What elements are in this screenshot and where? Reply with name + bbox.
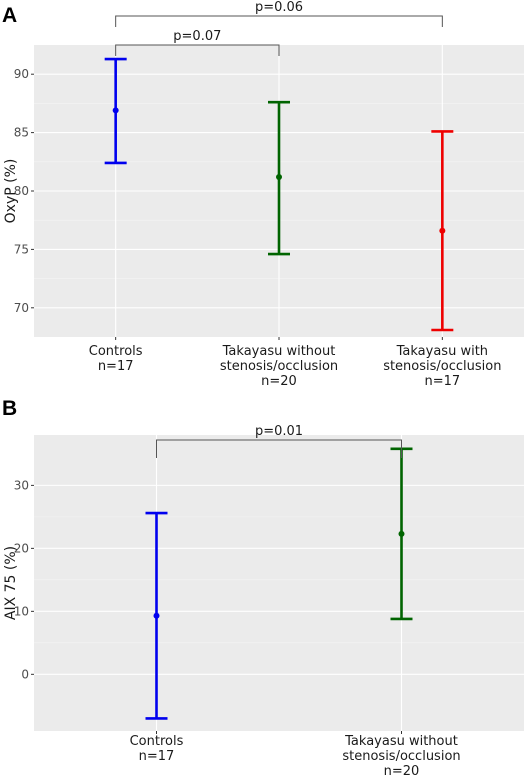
y-axis-title: AIX 75 (%) <box>3 546 19 620</box>
significance-label: p=0.07 <box>173 29 221 44</box>
y-tick-label: 20 <box>14 541 29 555</box>
mean-point <box>112 107 119 114</box>
mean-point <box>153 612 160 619</box>
mean-point <box>276 173 282 180</box>
significance-label: p=0.01 <box>255 424 303 439</box>
y-tick-label: 90 <box>14 67 29 81</box>
y-tick-label: 85 <box>14 126 29 140</box>
x-category-label: n=20 <box>384 764 420 777</box>
x-category-label: n=17 <box>98 359 134 374</box>
panel-b-letter: B <box>2 397 17 420</box>
y-tick-label: 80 <box>14 184 29 198</box>
y-axis-title: OxyP (%) <box>3 159 19 224</box>
y-tick-label: 70 <box>14 301 29 315</box>
y-tick-label: 0 <box>21 667 29 681</box>
y-tick-label: 30 <box>14 478 29 492</box>
x-category-label: stenosis/occlusion <box>342 749 460 764</box>
x-category-label: stenosis/occlusion <box>220 359 338 374</box>
mean-point <box>398 530 405 537</box>
significance-bracket <box>115 44 280 56</box>
x-category-label: n=20 <box>261 374 297 389</box>
x-category-label: Controls <box>89 344 143 359</box>
x-category-label: stenosis/occlusion <box>383 359 501 374</box>
significance-bracket <box>115 15 443 27</box>
y-tick-label: 10 <box>14 604 29 618</box>
x-category-label: Controls <box>130 734 184 749</box>
significance-bracket <box>156 439 402 458</box>
x-category-label: n=17 <box>139 749 175 764</box>
x-category-label: Takayasu without <box>344 734 458 749</box>
panel-a-letter: A <box>2 4 17 27</box>
x-category-label: Takayasu with <box>396 344 488 359</box>
x-category-label: n=17 <box>424 374 460 389</box>
y-tick-label: 75 <box>14 242 29 256</box>
mean-point <box>439 227 446 234</box>
x-category-label: Takayasu without <box>222 344 336 359</box>
significance-label: p=0.06 <box>255 0 303 15</box>
plot-background <box>34 435 524 731</box>
